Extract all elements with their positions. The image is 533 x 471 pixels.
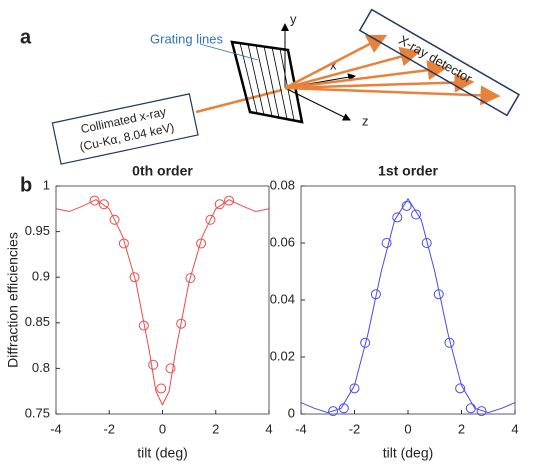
- x-axis-label: tilt (deg): [383, 445, 434, 461]
- data-point: [225, 196, 234, 205]
- y-tick-label: 0.02: [270, 348, 295, 363]
- axis-label: y: [290, 11, 297, 26]
- x-tick-label: 2: [212, 421, 219, 436]
- y-tick-label: 1: [43, 177, 50, 192]
- source-box: Collimated x-ray (Cu-Kα, 8.04 keV): [52, 94, 198, 164]
- x-tick-label: 2: [458, 421, 465, 436]
- y-tick-label: 0.06: [270, 234, 295, 249]
- y-tick-label: 0.9: [32, 269, 50, 284]
- x-tick-label: -2: [103, 421, 115, 436]
- y-tick-label: 0: [288, 405, 295, 420]
- y-tick-label: 0.8: [32, 360, 50, 375]
- fit-line: [301, 199, 515, 413]
- data-point: [149, 360, 158, 369]
- figure: a Collimated x-ray (Cu-Kα, 8.04 keV) y x…: [0, 0, 533, 471]
- x-axis-label: tilt (deg): [137, 445, 188, 461]
- y-tick-label: 0.08: [270, 177, 295, 192]
- y-tick-label: 0.75: [25, 405, 50, 420]
- grating-label: Grating lines: [150, 31, 223, 46]
- x-tick-label: -4: [295, 421, 307, 436]
- x-tick-label: 4: [511, 421, 518, 436]
- x-tick-label: -4: [50, 421, 62, 436]
- fit-line: [56, 200, 269, 405]
- grating: [232, 42, 302, 122]
- x-tick-label: -2: [349, 421, 361, 436]
- y-tick-label: 0.95: [25, 223, 50, 238]
- data-point: [466, 404, 475, 413]
- chart-title: 0th order: [132, 163, 193, 179]
- y-axis-label: Diffraction efficiencies: [5, 232, 21, 368]
- plot-frame: [56, 186, 269, 414]
- x-tick-label: 0: [404, 421, 411, 436]
- x-tick-label: 4: [265, 421, 272, 436]
- plot-frame: [301, 186, 515, 414]
- beam: [196, 90, 282, 112]
- panel-label: a: [20, 26, 32, 48]
- y-tick-label: 0.85: [25, 314, 50, 329]
- page: a Collimated x-ray (Cu-Kα, 8.04 keV) y x…: [0, 0, 533, 471]
- diffracted-rays: [285, 36, 498, 96]
- axis-label: z: [362, 113, 369, 128]
- chart-title: 1st order: [378, 163, 438, 179]
- panel-label: b: [20, 174, 32, 196]
- data-point: [157, 384, 166, 393]
- y-tick-label: 0.04: [270, 291, 295, 306]
- x-tick-label: 0: [159, 421, 166, 436]
